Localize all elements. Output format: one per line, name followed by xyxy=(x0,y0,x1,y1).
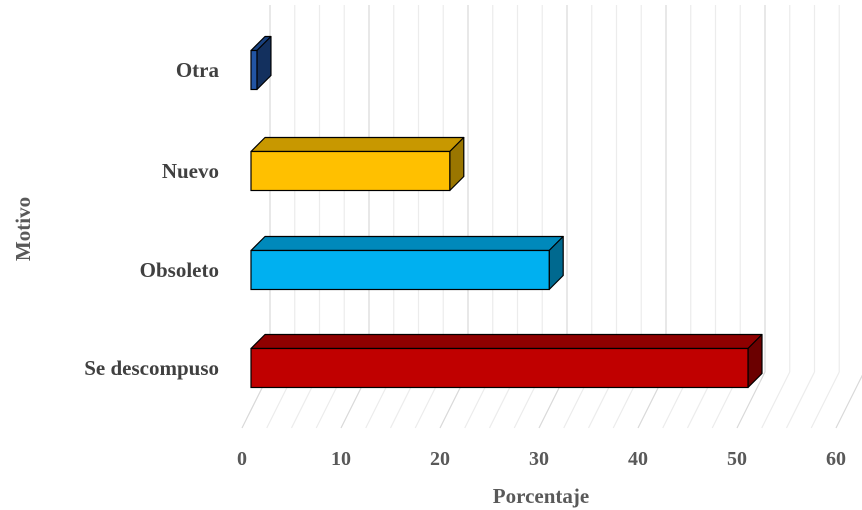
x-tick-label: 40 xyxy=(628,448,648,470)
x-tick-label: 20 xyxy=(430,448,450,470)
bar xyxy=(250,347,749,389)
floor-gridline xyxy=(736,371,766,429)
bars xyxy=(250,35,763,389)
floor-gridline xyxy=(761,371,791,429)
category-label: Obsoleto xyxy=(140,258,219,282)
bar xyxy=(250,49,258,91)
category-label: Nuevo xyxy=(162,159,219,183)
bar-top-face xyxy=(250,136,465,153)
x-tick-label: 60 xyxy=(826,448,846,470)
category-label: Otra xyxy=(176,58,220,82)
floor-gridline xyxy=(810,371,840,429)
bar-top-face xyxy=(250,333,763,350)
bar xyxy=(250,150,451,192)
bar xyxy=(250,249,550,291)
x-tick-label: 0 xyxy=(237,448,247,470)
bar-top-face xyxy=(250,235,564,252)
x-tick-label: 50 xyxy=(727,448,747,470)
x-tick-labels: 0 10 20 30 40 50 60 xyxy=(237,448,846,470)
y-axis-title: Motivo xyxy=(11,197,35,261)
x-tick-label: 10 xyxy=(331,448,351,470)
category-labels: Otra Nuevo Obsoleto Se descompuso xyxy=(84,58,219,380)
category-label: Se descompuso xyxy=(84,356,219,380)
x-axis-title: Porcentaje xyxy=(493,484,589,508)
x-tick-label: 30 xyxy=(529,448,549,470)
floor-gridline xyxy=(785,371,816,429)
floor-gridline xyxy=(835,374,862,429)
